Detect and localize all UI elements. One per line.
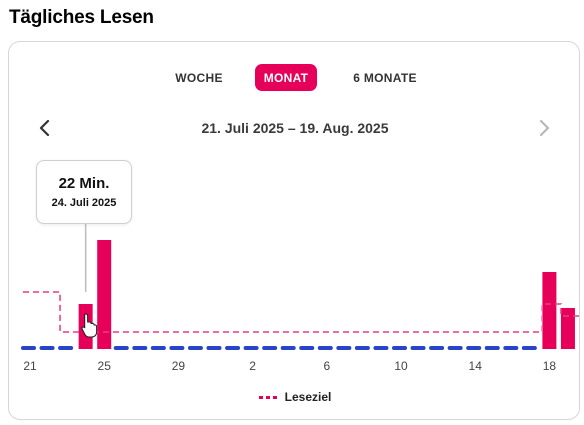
zero-marker-day-3 xyxy=(58,346,74,350)
tab-6-months[interactable]: 6 MONATE xyxy=(353,70,417,85)
previous-range-button[interactable] xyxy=(33,116,55,140)
tab-month[interactable]: MONAT xyxy=(255,64,317,91)
bar-day-29 xyxy=(542,272,557,349)
reading-chart-card: WOCHE MONAT 6 MONATE 21. Juli 2025 – 19.… xyxy=(8,41,580,420)
chevron-right-icon xyxy=(539,119,550,137)
zero-marker-day-27 xyxy=(503,346,519,350)
zero-marker-day-7 xyxy=(132,346,148,350)
tooltip-date: 24. Juli 2025 xyxy=(51,197,117,209)
bar-tooltip: 22 Min. 24. Juli 2025 xyxy=(36,160,132,224)
zero-marker-day-22 xyxy=(410,346,426,350)
zero-marker-day-20 xyxy=(373,346,389,350)
zero-marker-day-21 xyxy=(392,346,407,350)
zero-marker-day-19 xyxy=(354,346,370,350)
x-tick-label: 2 xyxy=(249,359,256,373)
bar-day-30 xyxy=(560,308,575,349)
goal-legend-label: Leseziel xyxy=(284,390,332,404)
page-title: Tägliches Lesen xyxy=(9,7,154,28)
x-tick-label: 29 xyxy=(172,359,186,373)
chart-legend: Leseziel xyxy=(9,390,581,404)
tab-week[interactable]: WOCHE xyxy=(175,70,223,85)
zero-marker-day-8 xyxy=(150,346,166,350)
zero-marker-day-26 xyxy=(484,346,500,350)
date-range-label: 21. Juli 2025 – 19. Aug. 2025 xyxy=(201,120,389,136)
x-tick-label: 18 xyxy=(543,359,557,373)
zero-marker-day-23 xyxy=(429,346,445,350)
x-tick-label: 25 xyxy=(98,359,112,373)
zero-marker-day-1 xyxy=(21,346,36,350)
zero-marker-day-12 xyxy=(225,346,241,350)
x-tick-label: 6 xyxy=(323,359,330,373)
daily-reading-chart[interactable]: 21 25 29 2 6 10 14 18 xyxy=(9,42,581,382)
zero-marker-day-18 xyxy=(336,346,352,350)
x-tick-label: 10 xyxy=(394,359,408,373)
zero-marker-day-6 xyxy=(113,346,129,350)
next-range-button[interactable] xyxy=(534,116,556,140)
goal-legend-swatch xyxy=(258,395,277,399)
chevron-left-icon xyxy=(39,119,50,137)
zero-marker-day-28 xyxy=(521,346,537,350)
zero-marker-day-2 xyxy=(39,346,55,350)
goal-line-highlight xyxy=(23,291,580,333)
hand-cursor-icon xyxy=(81,313,98,338)
zero-marker-day-15 xyxy=(280,346,296,350)
zero-marker-day-14 xyxy=(262,346,278,350)
zero-marker-day-13 xyxy=(243,346,259,350)
x-tick-label: 21 xyxy=(23,359,37,373)
zero-marker-day-17 xyxy=(317,346,333,350)
zero-marker-day-24 xyxy=(447,346,463,350)
zero-marker-day-25 xyxy=(466,346,482,350)
zero-marker-day-16 xyxy=(299,346,315,350)
bar-day-5 xyxy=(97,240,112,349)
x-tick-label: 14 xyxy=(469,359,483,373)
zero-marker-day-9 xyxy=(169,346,185,350)
zero-marker-day-10 xyxy=(187,346,203,350)
tooltip-value: 22 Min. xyxy=(58,175,110,192)
zero-marker-day-11 xyxy=(206,346,222,350)
